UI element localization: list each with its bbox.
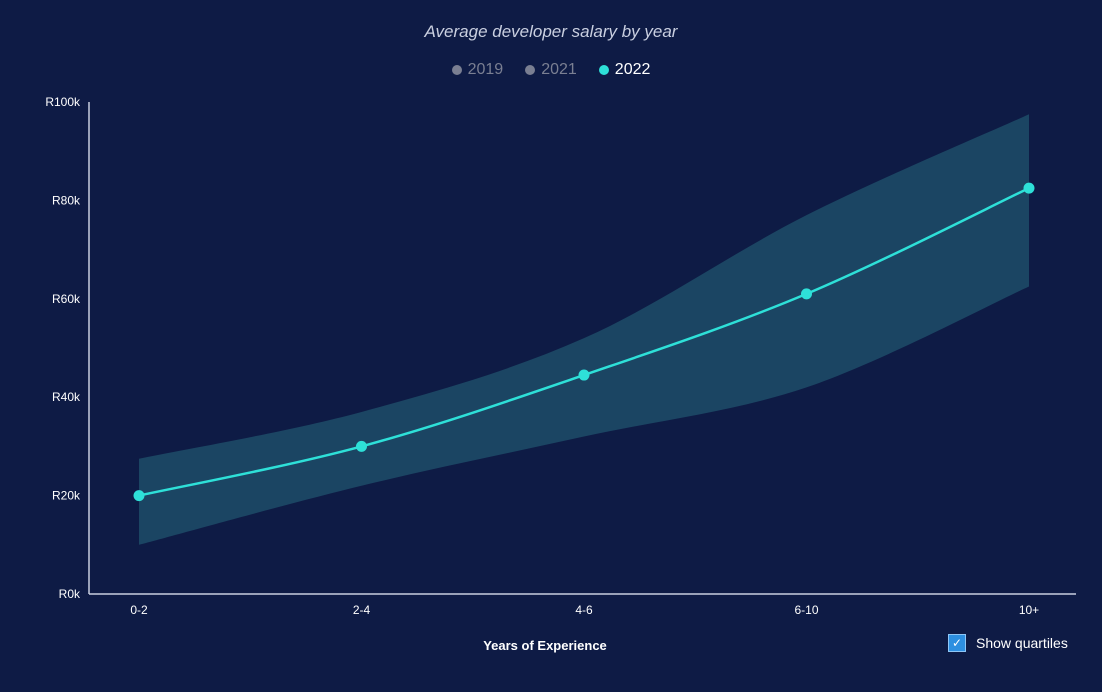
y-tick-label: R100k — [45, 95, 81, 109]
legend-label: 2021 — [541, 61, 577, 78]
y-tick-label: R80k — [52, 193, 81, 207]
data-point — [578, 369, 590, 381]
x-tick-label: 10+ — [1019, 603, 1039, 617]
y-tick-label: R20k — [52, 489, 81, 503]
y-tick-label: R0k — [59, 587, 81, 601]
legend-item-2021[interactable]: 2021 — [525, 61, 577, 79]
y-tick-label: R60k — [52, 292, 81, 306]
checkbox[interactable]: ✓ — [948, 634, 966, 652]
legend-label: 2019 — [467, 61, 504, 78]
x-tick-label: 2-4 — [353, 603, 371, 617]
legend-dot-icon — [451, 65, 462, 75]
legend-dot-icon — [525, 65, 536, 75]
legend-item-2022[interactable]: 2022 — [598, 61, 651, 79]
x-tick-label: 0-2 — [130, 603, 148, 617]
x-tick-label: 4-6 — [575, 603, 593, 617]
data-point — [356, 440, 367, 452]
chart-legend: 2019 2021 2022 — [0, 61, 1102, 79]
legend-item-2019[interactable]: 2019 — [451, 61, 504, 79]
x-axis-title: Years of Experience — [483, 638, 607, 653]
data-point — [133, 490, 145, 502]
show-quartiles-toggle[interactable]: ✓ Show quartiles — [948, 634, 1068, 652]
show-quartiles-label: Show quartiles — [976, 635, 1068, 651]
quartile-band — [139, 114, 1029, 545]
chart-title: Average developer salary by year — [424, 22, 678, 41]
checkmark-icon: ✓ — [951, 636, 963, 650]
legend-dot-icon — [598, 65, 609, 75]
legend-label: 2022 — [614, 61, 651, 78]
y-tick-label: R40k — [52, 390, 81, 404]
data-point — [1023, 182, 1035, 194]
x-tick-label: 6-10 — [794, 603, 818, 617]
data-point — [801, 288, 812, 300]
